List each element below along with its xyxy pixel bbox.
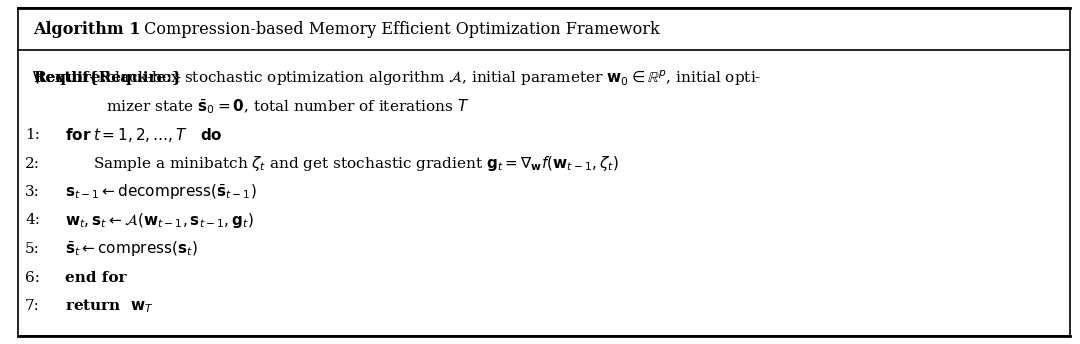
Text: Compression-based Memory Efficient Optimization Framework: Compression-based Memory Efficient Optim… (139, 21, 660, 37)
Text: return  $\mathbf{w}_T$: return $\mathbf{w}_T$ (65, 297, 154, 315)
Text: 7:: 7: (25, 299, 40, 313)
Text: $t = 1, 2, \ldots, T$: $t = 1, 2, \ldots, T$ (94, 126, 189, 144)
Text: $\bar{\mathbf{s}}_t \leftarrow \mathrm{compress}(\mathbf{s}_t)$: $\bar{\mathbf{s}}_t \leftarrow \mathrm{c… (65, 239, 198, 259)
Text: $\mathbf{s}_{t-1} \leftarrow \mathrm{decompress}(\bar{\mathbf{s}}_{t-1})$: $\mathbf{s}_{t-1} \leftarrow \mathrm{dec… (65, 182, 257, 202)
Text: $\mathbf{do}$: $\mathbf{do}$ (200, 127, 222, 143)
Text: Require:: Require: (33, 71, 106, 85)
Text: $\mathbf{for}$: $\mathbf{for}$ (65, 127, 92, 143)
Text: Sample a minibatch $\zeta_t$ and get stochastic gradient $\mathbf{g}_t = \nabla_: Sample a minibatch $\zeta_t$ and get sto… (93, 154, 619, 173)
Text: black-box stochastic optimization algorithm $\mathcal{A}$, initial parameter $\m: black-box stochastic optimization algori… (105, 68, 761, 88)
Text: 3:: 3: (25, 185, 40, 199)
Text: mizer state $\bar{\mathbf{s}}_0 = \mathbf{0}$, total number of iterations $T$: mizer state $\bar{\mathbf{s}}_0 = \mathb… (106, 97, 470, 116)
Text: \textbf{Require:}: \textbf{Require:} (33, 71, 181, 85)
Text: end for: end for (65, 270, 126, 284)
Text: 5:: 5: (25, 242, 40, 256)
Text: 4:: 4: (25, 214, 40, 227)
Text: 1:: 1: (25, 128, 40, 142)
Text: $\mathbf{w}_t, \mathbf{s}_t \leftarrow \mathcal{A}(\mathbf{w}_{t-1}, \mathbf{s}_: $\mathbf{w}_t, \mathbf{s}_t \leftarrow \… (65, 211, 254, 230)
Text: 6:: 6: (25, 270, 40, 284)
Text: Algorithm 1: Algorithm 1 (33, 21, 140, 37)
Text: 2:: 2: (25, 157, 40, 171)
